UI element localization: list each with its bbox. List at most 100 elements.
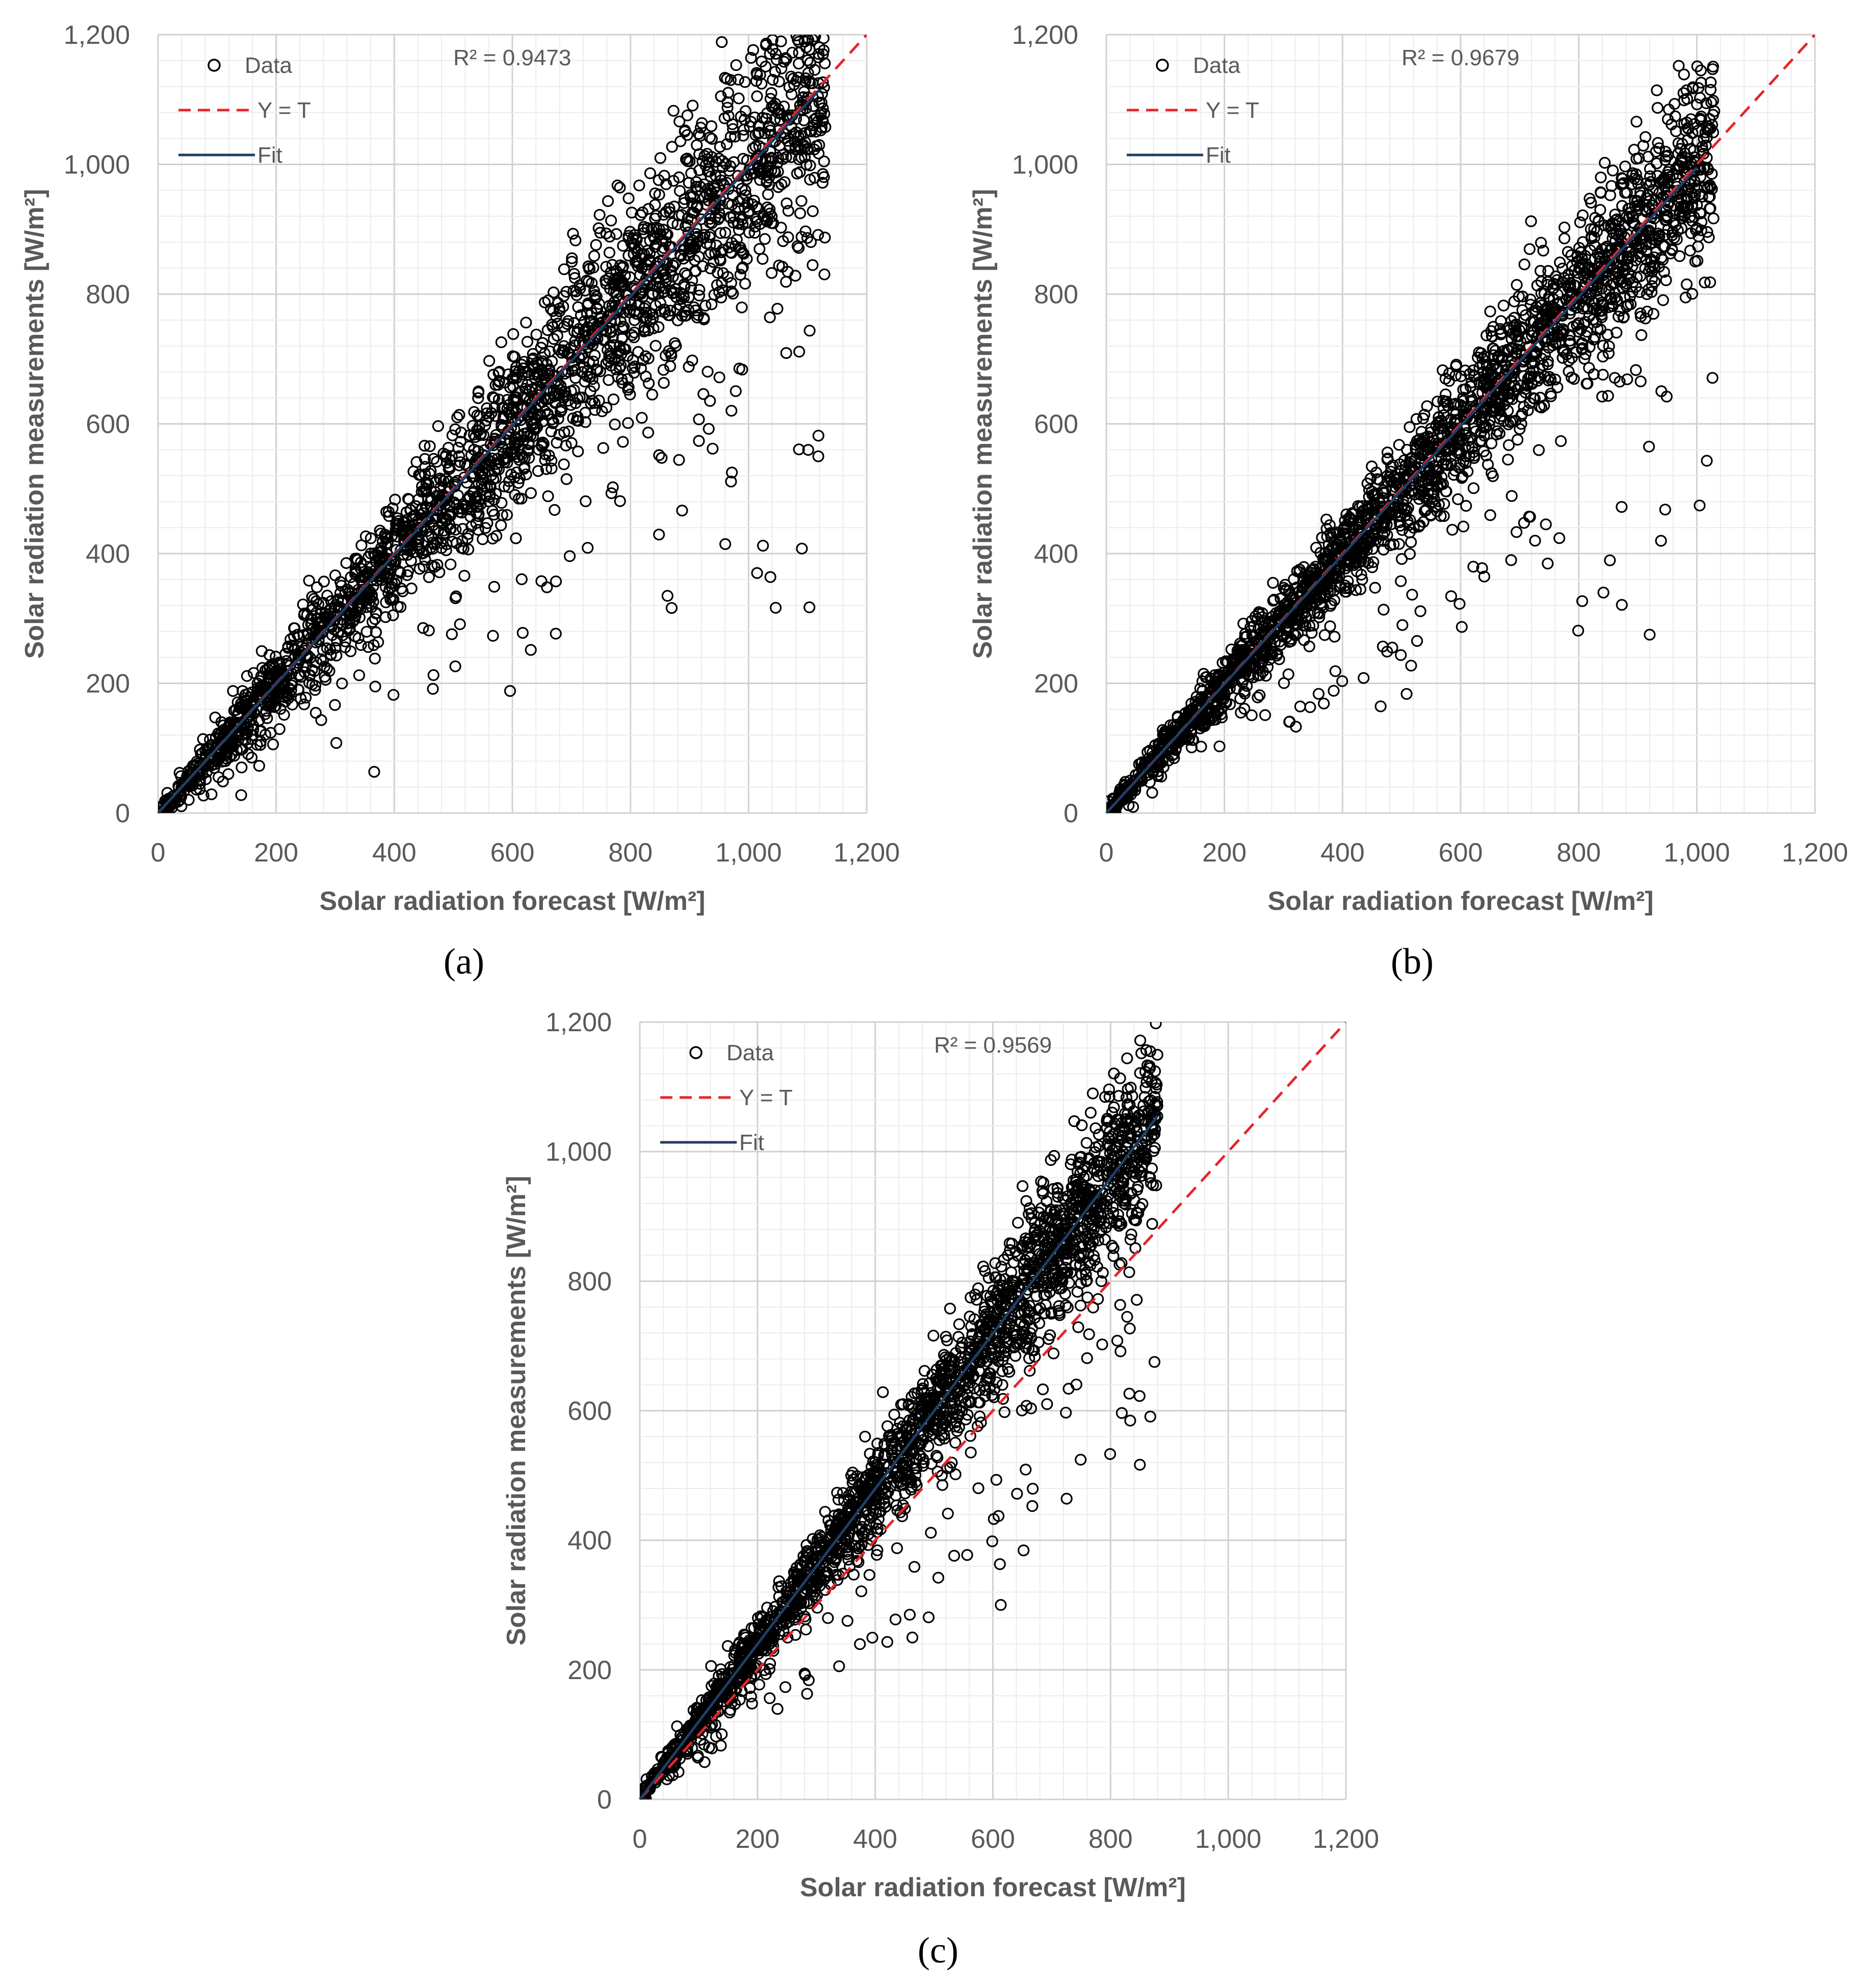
data-point <box>1633 286 1646 298</box>
data-point <box>697 388 710 400</box>
data-point <box>1688 151 1701 164</box>
data-point <box>816 176 829 189</box>
data-point <box>1418 490 1431 503</box>
data-point <box>568 268 580 280</box>
data-point <box>1377 484 1389 496</box>
data-point <box>1535 287 1547 299</box>
data-point <box>370 626 382 638</box>
data-point <box>694 130 706 142</box>
data-point <box>611 179 624 192</box>
data-point <box>737 261 749 273</box>
data-point <box>274 703 287 715</box>
data-point <box>669 257 682 269</box>
data-point <box>1674 205 1686 218</box>
data-point <box>444 501 456 513</box>
data-point <box>507 328 520 341</box>
data-point <box>803 601 816 614</box>
data-point <box>714 227 726 239</box>
data-point <box>1457 391 1469 404</box>
data-point <box>697 312 710 324</box>
data-point <box>671 303 683 316</box>
data-point <box>778 176 791 188</box>
grid <box>157 34 868 814</box>
data-point <box>535 374 548 386</box>
data-point <box>1660 274 1672 286</box>
data-point <box>1394 458 1406 470</box>
data-point <box>1622 252 1634 265</box>
data-point <box>566 351 578 364</box>
data-point <box>689 304 702 317</box>
data-point <box>1704 84 1717 96</box>
y-tick-label: 800 <box>86 280 130 309</box>
data-point <box>1597 263 1609 275</box>
y-tick-label: 0 <box>1063 799 1078 828</box>
data-point <box>511 437 524 449</box>
data-point <box>752 128 764 140</box>
data-point <box>1627 211 1639 223</box>
data-point <box>739 76 751 88</box>
y-tick-label: 400 <box>86 539 130 569</box>
data-point <box>1329 665 1341 677</box>
data-point <box>780 347 792 359</box>
data-point <box>477 533 489 545</box>
y-tick-label: 200 <box>86 669 130 699</box>
data-point <box>1673 60 1685 72</box>
data-point <box>476 483 488 495</box>
data-point <box>1481 329 1493 342</box>
data-point <box>715 292 728 304</box>
data-point <box>569 234 582 247</box>
data-point <box>739 185 751 197</box>
data-point <box>1419 505 1432 517</box>
data-point <box>1572 624 1585 637</box>
data-point <box>1213 670 1225 682</box>
data-point <box>1678 162 1690 174</box>
data-point <box>298 698 310 711</box>
data-point <box>1421 400 1433 412</box>
data-point <box>330 737 343 749</box>
data-point <box>536 440 548 453</box>
data-point <box>587 355 600 368</box>
data-point <box>572 445 584 458</box>
data-point <box>562 315 575 327</box>
data-point <box>213 749 225 761</box>
data-point <box>1359 508 1371 520</box>
data-point <box>1518 401 1530 413</box>
data-point <box>1554 256 1566 269</box>
data-point <box>509 369 522 381</box>
data-point <box>711 267 724 279</box>
data-point <box>329 569 342 582</box>
data-point <box>1686 287 1698 300</box>
data-point <box>300 691 312 704</box>
data-point <box>1405 660 1417 672</box>
data-point <box>1282 596 1294 608</box>
data-point <box>563 550 576 562</box>
data-point <box>413 563 426 575</box>
data-point <box>1616 200 1628 212</box>
data-point <box>1659 146 1672 158</box>
data-point <box>472 445 484 457</box>
data-point <box>633 179 645 192</box>
data-point <box>1678 94 1690 107</box>
data-point <box>714 141 726 153</box>
data-point <box>1330 538 1342 551</box>
data-point <box>303 677 316 689</box>
data-point <box>773 259 785 272</box>
data-point <box>1356 543 1368 555</box>
data-point <box>1487 343 1499 355</box>
data-point <box>1675 154 1688 167</box>
data-point <box>360 601 373 613</box>
data-point <box>1545 390 1557 403</box>
data-point <box>616 280 629 293</box>
data-point <box>1430 474 1442 486</box>
data-point <box>1280 621 1292 634</box>
data-point <box>552 318 564 330</box>
data-point <box>523 452 535 464</box>
data-point <box>1568 264 1580 276</box>
data-point <box>814 109 827 121</box>
data-point <box>1418 432 1431 444</box>
data-point <box>642 352 655 364</box>
data-point <box>510 532 522 544</box>
data-point <box>752 149 764 162</box>
data-point <box>508 471 521 484</box>
